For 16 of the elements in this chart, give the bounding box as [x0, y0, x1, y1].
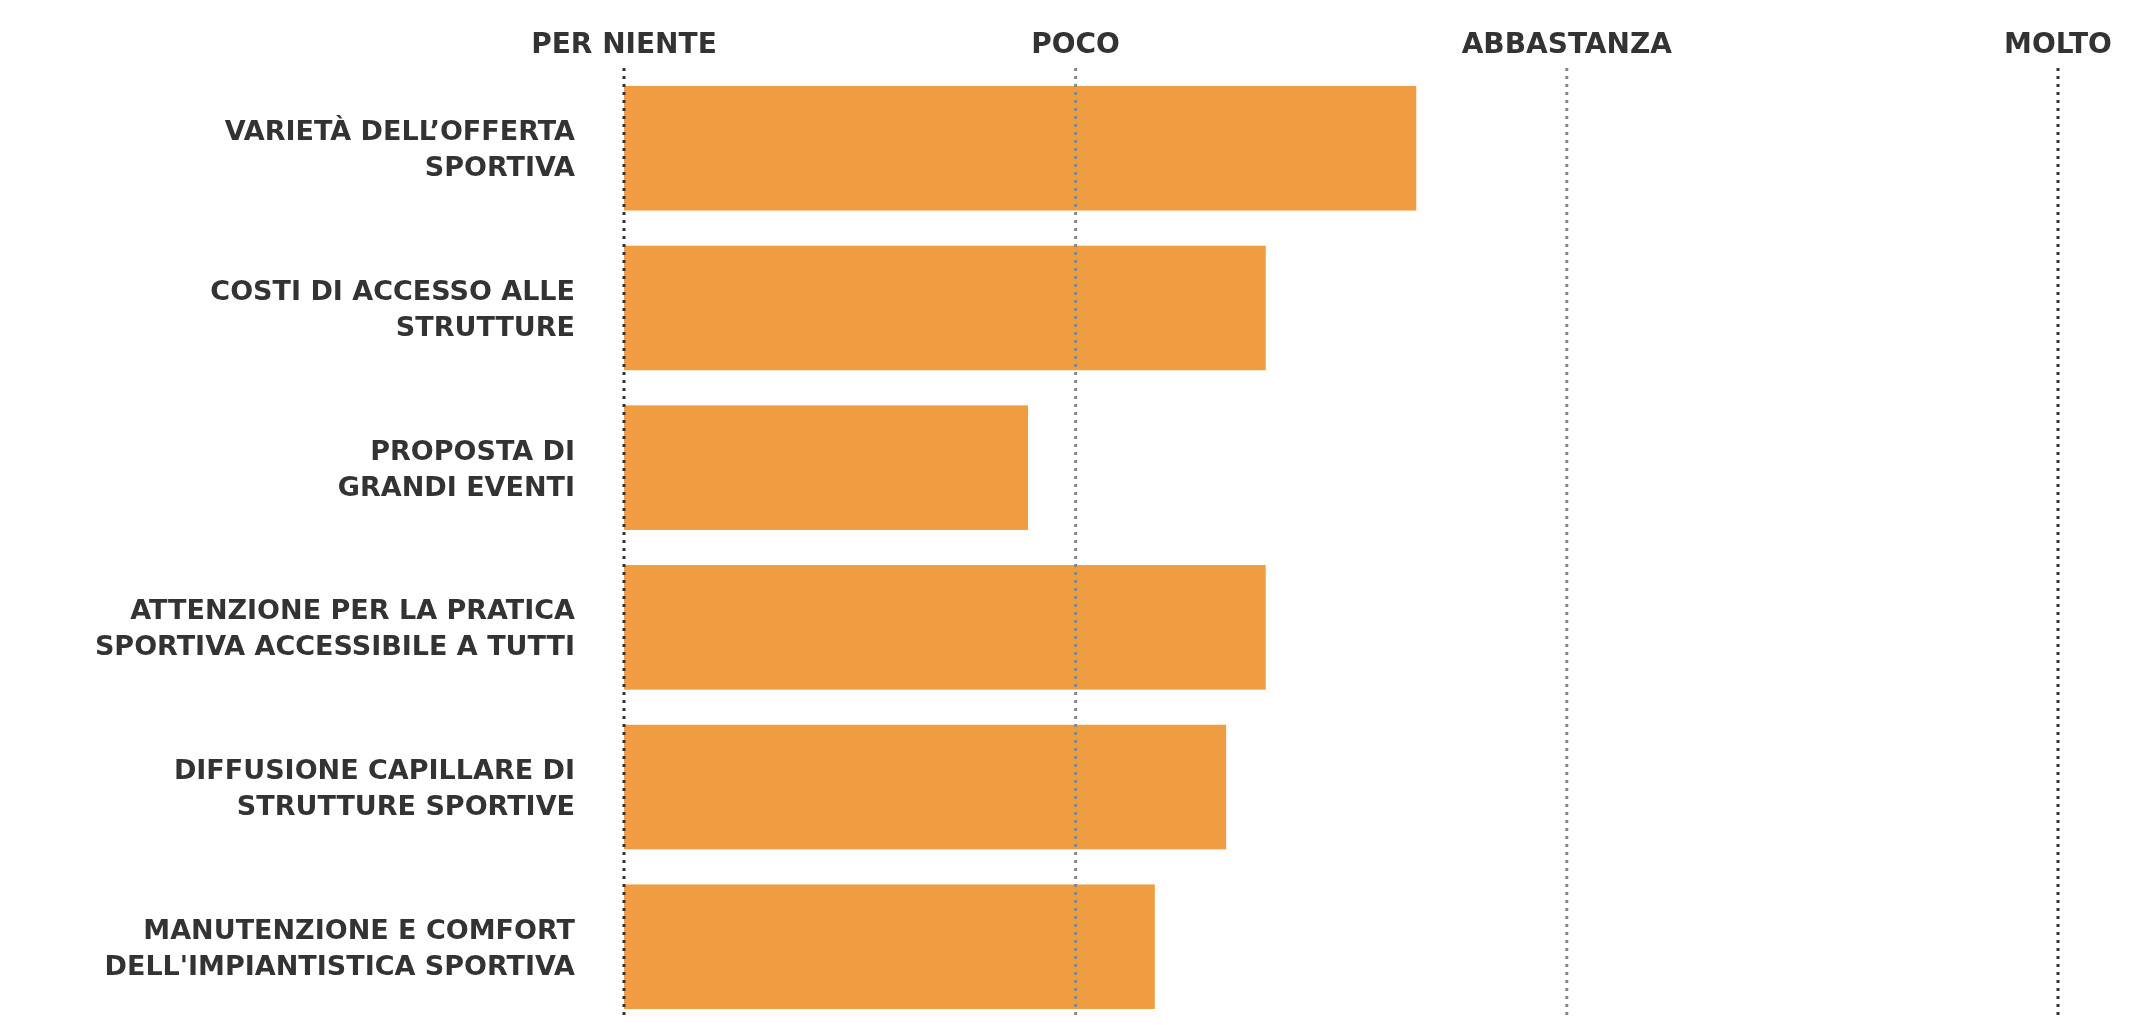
ref-line-label: ABBASTANZA [1461, 27, 1673, 60]
bar [624, 565, 1266, 690]
bar [624, 724, 1227, 850]
y-tick-label: MANUTENZIONE E COMFORT DELL'IMPIANTISTICA SPORTIVA [104, 913, 576, 981]
ref-line-label: PER NIENTE [531, 27, 717, 60]
ref-line-label: MOLTO [2004, 27, 2112, 60]
y-tick-label: COSTI DI ACCESSO ALLE STRUTTURE [210, 274, 575, 342]
bar [624, 245, 1266, 371]
bar [624, 85, 1417, 211]
y-tick-label: PROPOSTA DI GRANDI EVENTI [337, 434, 575, 502]
bar [624, 884, 1155, 1010]
bar [624, 405, 1029, 530]
y-tick-label: VARIETÀ DELL’OFFERTA SPORTIVA [224, 115, 576, 183]
y-tick-label: DIFFUSIONE CAPILLARE DI STRUTTURE SPORTIVE [173, 754, 575, 822]
y-tick-label: ATTENZIONE PER LA PRATICA SPORTIVA ACCESSIBILE A TUTTI [94, 594, 576, 662]
ref-line-label: POCO [1031, 27, 1120, 60]
